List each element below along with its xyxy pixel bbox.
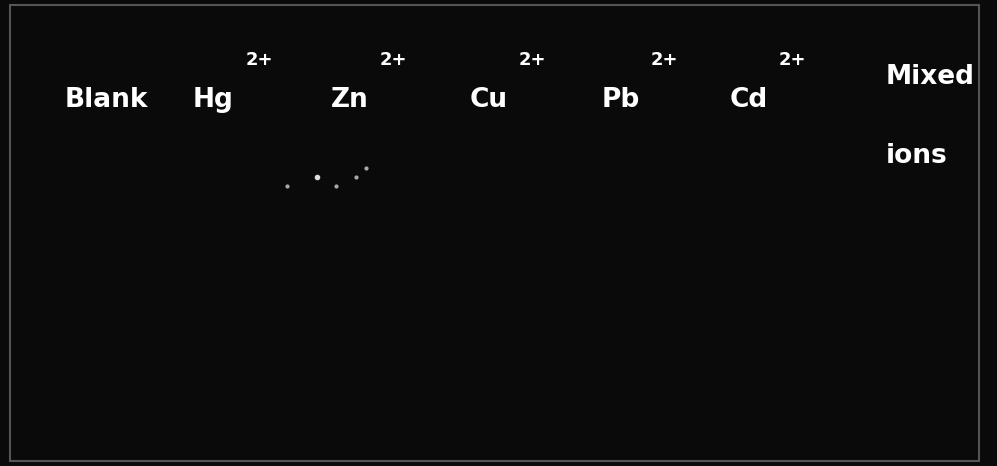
Text: Hg: Hg [192, 87, 233, 113]
Text: 2+: 2+ [650, 51, 678, 69]
Text: Zn: Zn [331, 87, 369, 113]
Text: Cu: Cu [470, 87, 507, 113]
Text: ions: ions [885, 143, 947, 169]
Text: Pb: Pb [601, 87, 640, 113]
Text: 2+: 2+ [245, 51, 273, 69]
Text: Cd: Cd [730, 87, 769, 113]
Text: 2+: 2+ [518, 51, 546, 69]
Text: 2+: 2+ [380, 51, 407, 69]
Text: Mixed: Mixed [885, 64, 974, 90]
Text: Blank: Blank [64, 87, 148, 113]
Text: 2+: 2+ [779, 51, 807, 69]
